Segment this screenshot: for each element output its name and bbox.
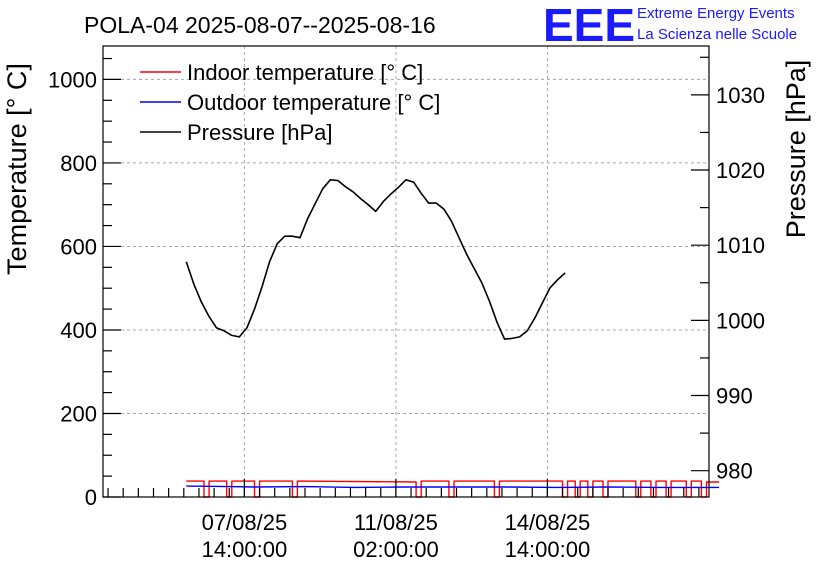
y2-tick-label: 980: [716, 459, 753, 484]
legend-label-2: Pressure [hPa]: [187, 120, 333, 145]
series-line-1: [186, 485, 720, 489]
legend-label-1: Outdoor temperature [° C]: [187, 90, 440, 115]
eee-logo: EEE: [543, 0, 635, 51]
y2-tick-label: 1030: [716, 83, 765, 108]
y2-tick-label: 1010: [716, 233, 765, 258]
y2-axis-title: Pressure [hPa]: [781, 60, 811, 239]
eee-line-1: Extreme Energy Events: [637, 5, 795, 22]
y-tick-label: 1000: [48, 67, 97, 92]
y-tick-label: 800: [60, 151, 97, 176]
x-tick-label-time: 14:00:00: [202, 537, 288, 562]
grid-layer: [103, 46, 709, 497]
y-tick-label: 600: [60, 234, 97, 259]
y2-tick-label: 1020: [716, 158, 765, 183]
plot-frame: [102, 45, 710, 498]
eee-logo-block: EEE Extreme Energy Events La Scienza nel…: [543, 0, 797, 51]
y-tick-label: 400: [60, 318, 97, 343]
x-tick-label-date: 07/08/25: [202, 510, 288, 535]
y-tick-label: 200: [60, 401, 97, 426]
legend: Indoor temperature [° C] Outdoor temperat…: [140, 60, 440, 145]
y-tick-label: 0: [85, 485, 97, 510]
y-axis-title: Temperature [° C]: [2, 63, 32, 275]
chart-title: POLA-04 2025-08-07--2025-08-16: [84, 12, 436, 38]
x-tick-label-time: 14:00:00: [505, 537, 591, 562]
y2-tick-label: 1000: [716, 308, 765, 333]
eee-line-2: La Scienza nelle Scuole: [637, 26, 797, 43]
x-tick-label-time: 02:00:00: [353, 537, 439, 562]
y2-tick-label: 990: [716, 384, 753, 409]
legend-label-0: Indoor temperature [° C]: [187, 60, 423, 85]
x-tick-label-date: 14/08/25: [505, 510, 591, 535]
axes-layer: 0 200 400 600 800 1000 980 990 1000 1010 1020 1030 0…: [48, 56, 765, 562]
x-tick-label-date: 11/08/25: [354, 510, 438, 535]
series-line-2: [185, 179, 566, 340]
